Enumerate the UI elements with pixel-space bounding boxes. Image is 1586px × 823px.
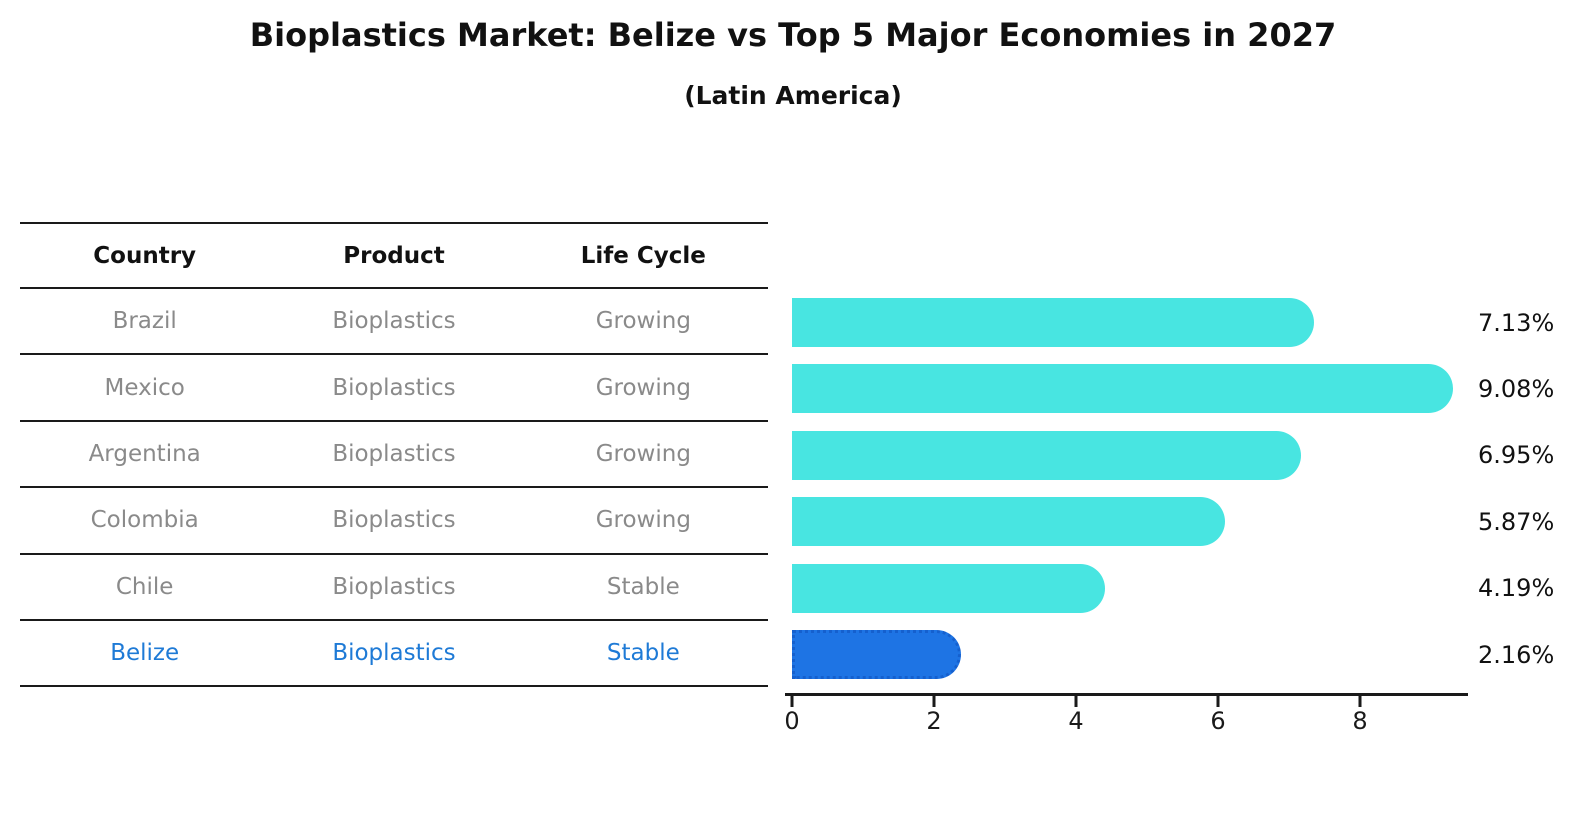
- table-row: Colombia Bioplastics Growing: [20, 488, 768, 555]
- table-cell-product: Bioplastics: [332, 374, 456, 401]
- bar-brazil: [792, 298, 1315, 347]
- table-row: Chile Bioplastics Stable: [20, 555, 768, 621]
- table-cell-lifecycle: Growing: [595, 440, 691, 467]
- table-cell-product: Bioplastics: [332, 640, 456, 667]
- table-header-lifecycle: Life Cycle: [580, 242, 706, 269]
- value-label-colombia: 5.87%: [1478, 507, 1555, 536]
- x-tick-label-2: 2: [926, 707, 942, 735]
- table-cell-product: Bioplastics: [332, 507, 456, 534]
- table-row: Belize Bioplastics Stable: [20, 621, 768, 688]
- bar-argentina: [792, 430, 1302, 480]
- value-label-brazil: 7.13%: [1478, 308, 1555, 337]
- table-cell-product: Bioplastics: [332, 308, 456, 335]
- value-label-argentina: 6.95%: [1478, 441, 1555, 470]
- chart-subtitle: (Latin America): [684, 81, 902, 110]
- bar-belize: [792, 630, 962, 679]
- x-tick-mark-6: [1216, 696, 1220, 707]
- table-row: Mexico Bioplastics Growing: [20, 355, 768, 422]
- table-body: Brazil Bioplastics Growing Mexico Biopla…: [20, 289, 768, 688]
- table-header-product: Product: [343, 242, 445, 269]
- table-header-country: Country: [93, 242, 197, 269]
- bar-colombia: [792, 497, 1225, 547]
- table-header-row: Country Product Life Cycle: [20, 222, 768, 289]
- table-cell-country: Colombia: [90, 507, 199, 534]
- x-axis-line: [785, 693, 1468, 696]
- table-cell-country: Argentina: [88, 440, 201, 467]
- table-row: Argentina Bioplastics Growing: [20, 422, 768, 489]
- table-cell-product: Bioplastics: [332, 440, 456, 467]
- table-cell-lifecycle: Stable: [606, 640, 680, 667]
- table-cell-country: Mexico: [104, 374, 185, 401]
- x-tick-mark-8: [1358, 696, 1362, 707]
- country-table: Country Product Life Cycle Brazil Biopla…: [20, 222, 768, 688]
- table-row: Brazil Bioplastics Growing: [20, 289, 768, 356]
- chart-title: Bioplastics Market: Belize vs Top 5 Majo…: [249, 16, 1337, 54]
- value-label-belize: 2.16%: [1478, 640, 1555, 669]
- table-cell-country: Belize: [110, 640, 180, 667]
- table-cell-country: Brazil: [112, 308, 177, 335]
- table-cell-country: Chile: [115, 573, 174, 600]
- x-tick-label-0: 0: [784, 707, 800, 735]
- x-tick-mark-2: [932, 696, 936, 707]
- x-tick-label-8: 8: [1352, 707, 1368, 735]
- value-label-chile: 4.19%: [1478, 574, 1555, 603]
- x-tick-mark-4: [1074, 696, 1078, 707]
- table-cell-product: Bioplastics: [332, 573, 456, 600]
- table-cell-lifecycle: Growing: [595, 507, 691, 534]
- bar-chile: [792, 563, 1106, 613]
- value-label-mexico: 9.08%: [1478, 374, 1555, 403]
- x-tick-label-6: 6: [1210, 707, 1226, 735]
- bar-mexico: [792, 364, 1453, 414]
- table-cell-lifecycle: Growing: [595, 308, 691, 335]
- table-cell-lifecycle: Growing: [595, 374, 691, 401]
- x-tick-label-4: 4: [1068, 707, 1084, 735]
- x-tick-mark-0: [790, 696, 794, 707]
- table-cell-lifecycle: Stable: [606, 573, 680, 600]
